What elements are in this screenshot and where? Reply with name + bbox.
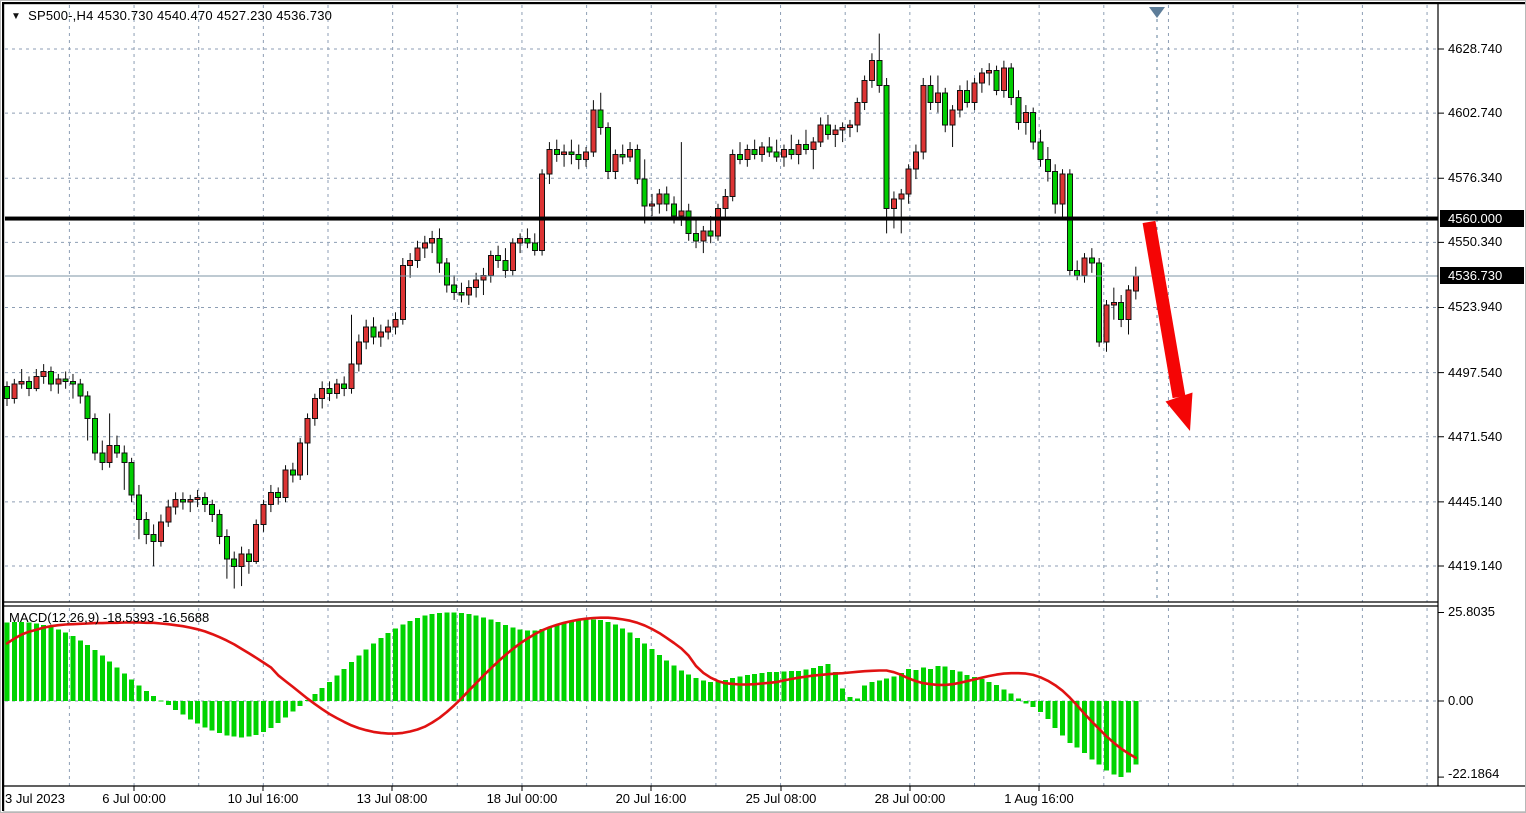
macd-axis-label: 25.8035 — [1448, 604, 1495, 620]
price-axis-label: 4523.940 — [1448, 299, 1503, 315]
resistance-price-tag: 4560.000 — [1440, 210, 1524, 228]
symbol-period-label: SP500-,H4 — [28, 8, 94, 23]
price-axis-label: 4550.340 — [1448, 234, 1503, 250]
time-axis-label: 18 Jul 00:00 — [486, 791, 558, 806]
macd-histogram — [4, 612, 1139, 778]
level-lines[interactable] — [5, 216, 1438, 277]
price-axis-label: 4576.340 — [1448, 170, 1503, 186]
shift-triangle-icon — [1149, 7, 1165, 18]
macd-axis-label: -22.1864 — [1448, 766, 1500, 782]
macd-axis-label: 0.00 — [1448, 693, 1474, 708]
ohlc-values: 4530.730 4540.470 4527.230 4536.730 — [97, 8, 333, 23]
price-axis-label: 4419.140 — [1448, 557, 1503, 573]
trend-arrow[interactable] — [1142, 220, 1193, 431]
chart-menu-icon[interactable]: ▼ — [11, 11, 22, 22]
time-axis-label: 6 Jul 00:00 — [102, 791, 166, 806]
candlestick-layer — [4, 33, 1139, 589]
chart-header: ▼ SP500-,H4 4530.730 4540.470 4527.230 45… — [11, 8, 332, 23]
grid-layer — [5, 5, 1438, 786]
chart-shift-marker[interactable] — [1149, 7, 1165, 602]
macd-signal-line — [5, 616, 1138, 760]
price-axis-label: 4497.540 — [1448, 364, 1503, 380]
time-axis-label: 13 Jul 08:00 — [356, 791, 428, 806]
macd-indicator-label: MACD(12,26,9) -18.5393 -16.5688 — [9, 610, 210, 625]
time-axis-label: 3 Jul 2023 — [5, 791, 65, 806]
axis-ticks — [133, 48, 1444, 791]
arrow-head-icon — [1165, 392, 1193, 431]
current-price-tag: 4536.730 — [1440, 267, 1524, 285]
time-axis-label: 25 Jul 08:00 — [745, 791, 817, 806]
time-axis-label: 1 Aug 16:00 — [1004, 791, 1074, 806]
time-axis-label: 20 Jul 16:00 — [615, 791, 687, 806]
time-axis-label: 28 Jul 00:00 — [874, 791, 946, 806]
resistance-line — [5, 216, 1438, 221]
price-axis-label: 4628.740 — [1448, 41, 1503, 56]
time-axis-label: 10 Jul 16:00 — [227, 791, 299, 806]
price-axis-label: 4445.140 — [1448, 493, 1503, 509]
price-axis-label: 4602.740 — [1448, 105, 1503, 121]
price-axis-label: 4471.540 — [1448, 428, 1503, 444]
